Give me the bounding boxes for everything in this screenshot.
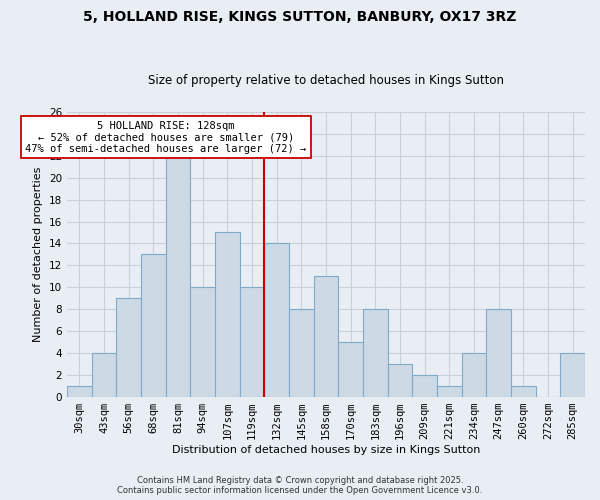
Bar	[560, 353, 585, 397]
Text: Contains HM Land Registry data © Crown copyright and database right 2025.
Contai: Contains HM Land Registry data © Crown c…	[118, 476, 482, 495]
Bar	[314, 276, 338, 397]
Title: Size of property relative to detached houses in Kings Sutton: Size of property relative to detached ho…	[148, 74, 504, 87]
Bar	[363, 310, 388, 397]
Bar	[487, 310, 511, 397]
Bar	[166, 156, 190, 397]
Bar	[388, 364, 412, 397]
Bar	[240, 288, 265, 397]
Bar	[141, 254, 166, 397]
Text: 5, HOLLAND RISE, KINGS SUTTON, BANBURY, OX17 3RZ: 5, HOLLAND RISE, KINGS SUTTON, BANBURY, …	[83, 10, 517, 24]
Bar	[265, 244, 289, 397]
Bar	[190, 288, 215, 397]
Bar	[116, 298, 141, 397]
Bar	[67, 386, 92, 397]
X-axis label: Distribution of detached houses by size in Kings Sutton: Distribution of detached houses by size …	[172, 445, 480, 455]
Bar	[461, 353, 487, 397]
Bar	[215, 232, 240, 397]
Bar	[92, 353, 116, 397]
Bar	[437, 386, 461, 397]
Bar	[338, 342, 363, 397]
Text: 5 HOLLAND RISE: 128sqm
← 52% of detached houses are smaller (79)
47% of semi-det: 5 HOLLAND RISE: 128sqm ← 52% of detached…	[25, 120, 307, 154]
Bar	[289, 310, 314, 397]
Y-axis label: Number of detached properties: Number of detached properties	[34, 166, 43, 342]
Bar	[412, 375, 437, 397]
Bar	[511, 386, 536, 397]
